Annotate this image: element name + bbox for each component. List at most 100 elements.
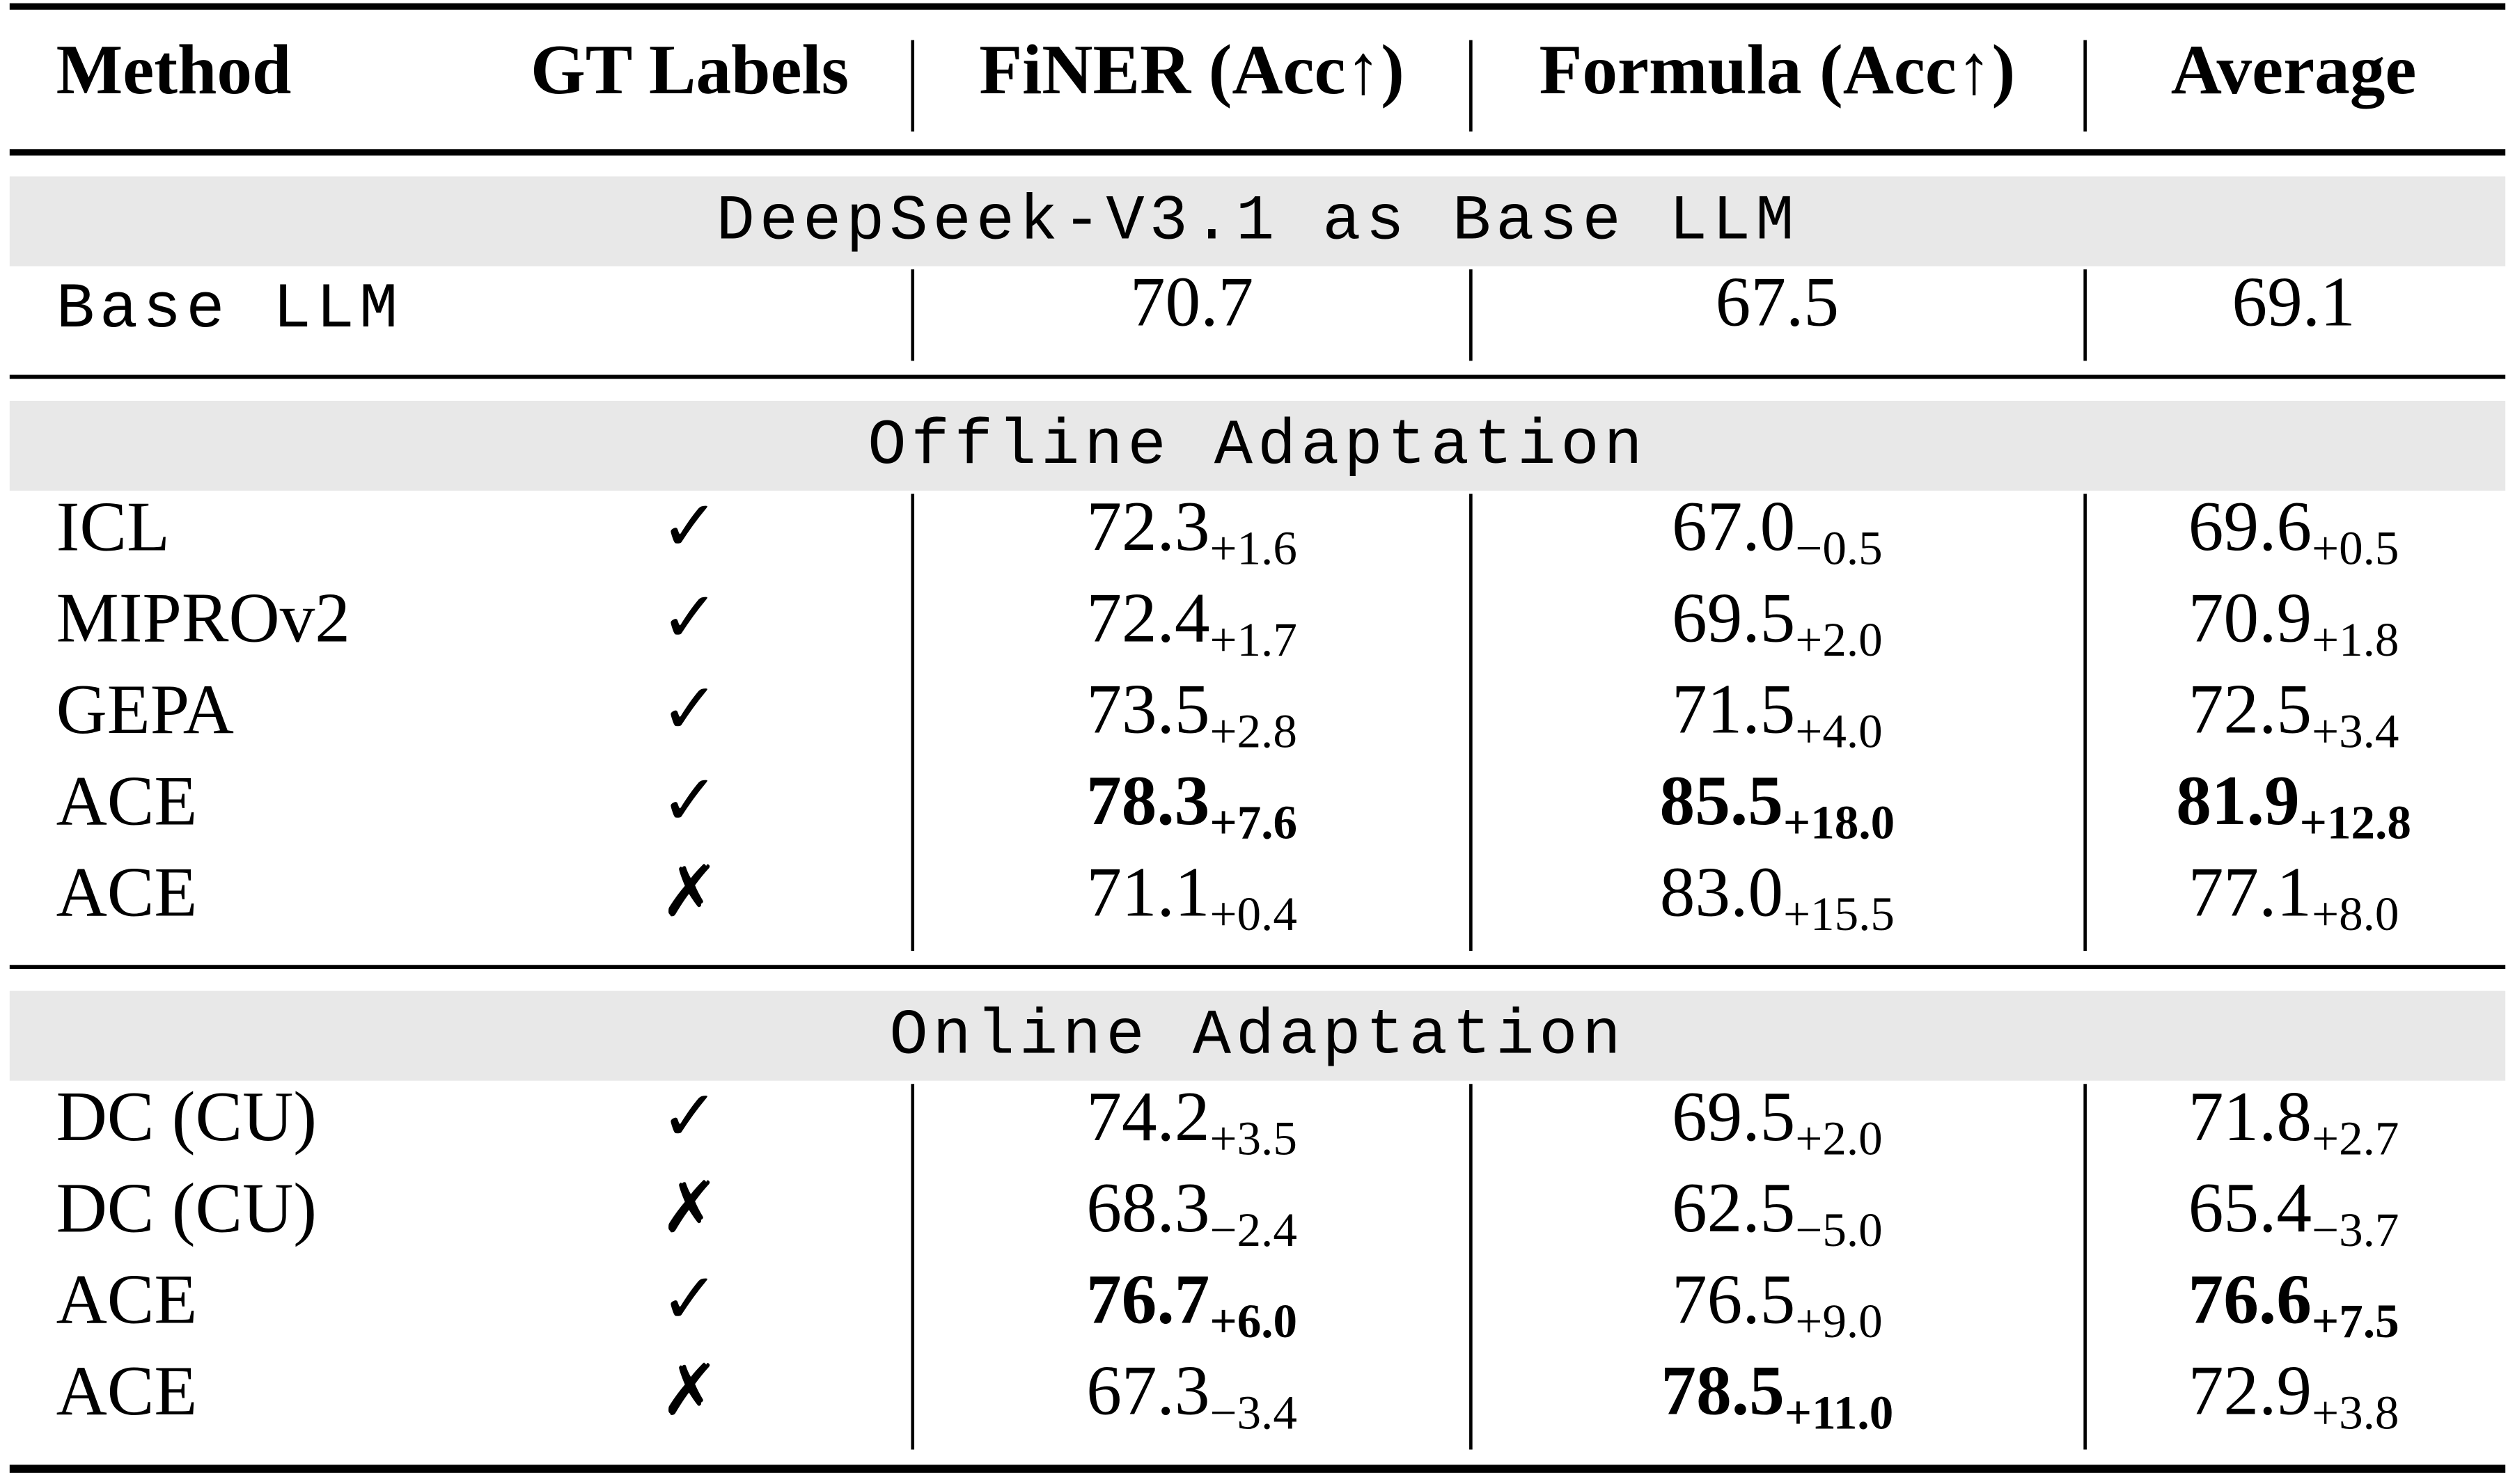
score-delta: +9.0 xyxy=(1795,1294,1882,1348)
section-title: Online Adaptation xyxy=(889,999,1625,1072)
score-cell: 68.3−2.4 xyxy=(1086,1169,1297,1256)
score-delta: +3.8 xyxy=(2312,1385,2399,1439)
score-value: 76.7 xyxy=(1086,1261,1209,1339)
score-delta: +15.5 xyxy=(1783,887,1895,940)
score-value: 71.5 xyxy=(1672,670,1795,748)
score-delta: +2.0 xyxy=(1795,1111,1882,1165)
score-value: 70.9 xyxy=(2188,579,2312,657)
score-delta: −3.4 xyxy=(1210,1385,1297,1439)
column-header: FiNER (Acc↑) xyxy=(979,31,1404,109)
score-value: 62.5 xyxy=(1672,1169,1795,1247)
score-value: 67.5 xyxy=(1716,263,1839,341)
section-band xyxy=(9,176,2506,267)
score-value: 68.3 xyxy=(1086,1169,1209,1247)
gt-label: ✗ xyxy=(660,1169,719,1247)
score-value: 83.0 xyxy=(1660,853,1783,931)
method-name: GEPA xyxy=(56,670,234,748)
score-delta: +18.0 xyxy=(1783,796,1895,849)
score-cell: 67.0−0.5 xyxy=(1672,487,1883,574)
score-delta: +11.0 xyxy=(1785,1385,1893,1439)
score-delta: +3.5 xyxy=(1210,1111,1297,1165)
score-delta: +12.8 xyxy=(2300,796,2411,849)
score-delta: +0.5 xyxy=(2312,521,2399,575)
score-delta: +3.4 xyxy=(2312,704,2399,757)
score-delta: +6.0 xyxy=(1209,1294,1297,1348)
score-cell: 78.5+11.0 xyxy=(1661,1352,1893,1439)
score-value: 77.1 xyxy=(2188,853,2312,931)
score-delta: −2.4 xyxy=(1210,1203,1297,1256)
score-delta: +8.0 xyxy=(2312,887,2399,940)
score-value: 69.6 xyxy=(2188,487,2312,565)
score-cell: 72.4+1.7 xyxy=(1086,579,1297,666)
score-cell: 67.5 xyxy=(1716,263,1839,341)
score-value: 78.5 xyxy=(1661,1352,1784,1430)
score-delta: +1.7 xyxy=(1210,613,1297,666)
score-cell: 69.6+0.5 xyxy=(2188,487,2399,574)
section-band xyxy=(9,400,2506,491)
score-value: 76.6 xyxy=(2188,1261,2312,1339)
score-cell: 69.1 xyxy=(2232,263,2355,341)
score-cell: 65.4−3.7 xyxy=(2188,1169,2399,1256)
score-cell: 85.5+18.0 xyxy=(1660,761,1895,848)
section-band xyxy=(9,990,2506,1081)
score-delta: +4.0 xyxy=(1795,704,1882,757)
column-header: Method xyxy=(56,31,292,109)
score-value: 76.5 xyxy=(1672,1261,1795,1339)
score-value: 67.3 xyxy=(1086,1352,1209,1430)
method-name: ACE xyxy=(56,853,198,931)
score-value: 69.5 xyxy=(1672,579,1795,657)
gt-label: ✗ xyxy=(660,1352,719,1430)
score-value: 72.9 xyxy=(2188,1352,2312,1430)
score-value: 71.1 xyxy=(1086,853,1209,931)
score-delta: −0.5 xyxy=(1795,521,1882,575)
score-delta: +2.7 xyxy=(2312,1111,2399,1165)
score-delta: +7.5 xyxy=(2312,1294,2399,1348)
score-cell: 78.3+7.6 xyxy=(1086,761,1297,848)
gt-label: ✓ xyxy=(660,579,719,657)
score-cell: 69.5+2.0 xyxy=(1672,1078,1883,1165)
score-value: 78.3 xyxy=(1086,761,1209,839)
score-cell: 74.2+3.5 xyxy=(1086,1078,1297,1165)
score-cell: 76.7+6.0 xyxy=(1086,1261,1297,1348)
score-cell: 72.3+1.6 xyxy=(1086,487,1297,574)
score-value: 71.8 xyxy=(2188,1078,2312,1155)
score-value: 69.5 xyxy=(1672,1078,1795,1155)
score-value: 72.4 xyxy=(1086,579,1209,657)
score-value: 74.2 xyxy=(1086,1078,1209,1155)
score-value: 85.5 xyxy=(1660,761,1783,839)
score-cell: 69.5+2.0 xyxy=(1672,579,1883,666)
score-cell: 71.5+4.0 xyxy=(1672,670,1883,757)
method-name: DC (CU) xyxy=(56,1169,317,1247)
score-value: 67.0 xyxy=(1672,487,1795,565)
column-header: GT Labels xyxy=(531,31,849,109)
score-cell: 67.3−3.4 xyxy=(1086,1352,1297,1439)
method-name: ACE xyxy=(56,1261,198,1339)
gt-label: ✓ xyxy=(660,670,719,748)
score-value: 70.7 xyxy=(1130,263,1253,341)
gt-label: ✓ xyxy=(660,761,719,839)
column-header: Formula (Acc↑) xyxy=(1539,31,2015,109)
gt-label: ✓ xyxy=(660,487,719,565)
score-cell: 70.9+1.8 xyxy=(2188,579,2399,666)
score-delta: +2.0 xyxy=(1795,613,1882,666)
score-cell: 70.7 xyxy=(1130,263,1253,341)
score-cell: 72.5+3.4 xyxy=(2188,670,2399,757)
score-cell: 76.5+9.0 xyxy=(1672,1261,1883,1348)
score-value: 72.3 xyxy=(1086,487,1209,565)
score-value: 72.5 xyxy=(2188,670,2312,748)
score-cell: 72.9+3.8 xyxy=(2188,1352,2399,1439)
score-cell: 71.8+2.7 xyxy=(2188,1078,2399,1165)
score-delta: +2.8 xyxy=(1210,704,1297,757)
method-name: ICL xyxy=(56,487,170,565)
score-delta: +0.4 xyxy=(1210,887,1297,940)
score-value: 81.9 xyxy=(2176,761,2299,839)
method-name: Base LLM xyxy=(56,273,403,346)
section-title: Offline Adaptation xyxy=(868,409,1647,482)
gt-label: ✓ xyxy=(660,1078,719,1155)
score-cell: 76.6+7.5 xyxy=(2188,1261,2399,1348)
section-title: DeepSeek-V3.1 as Base LLM xyxy=(716,184,1799,258)
score-delta: +7.6 xyxy=(1209,796,1297,849)
method-name: DC (CU) xyxy=(56,1078,317,1155)
gt-label: ✗ xyxy=(660,853,719,931)
score-cell: 83.0+15.5 xyxy=(1660,853,1895,940)
